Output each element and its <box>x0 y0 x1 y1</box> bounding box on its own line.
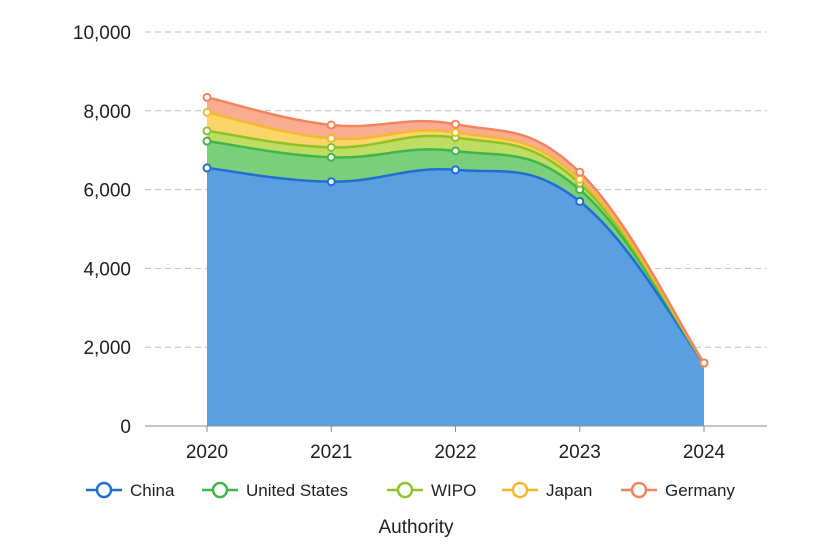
legend-label: Germany <box>665 481 735 500</box>
y-tick-label: 2,000 <box>83 338 131 359</box>
legend-label: Japan <box>546 481 592 500</box>
data-point[interactable] <box>576 169 583 176</box>
legend-marker-icon <box>213 483 227 497</box>
data-point[interactable] <box>452 147 459 154</box>
data-point[interactable] <box>328 154 335 161</box>
y-tick-label: 0 <box>120 417 131 438</box>
data-point[interactable] <box>701 359 708 366</box>
data-point[interactable] <box>204 94 211 101</box>
data-point[interactable] <box>204 164 211 171</box>
legend-item-germany[interactable]: Germany <box>621 481 735 500</box>
x-tick-label: 2021 <box>310 442 352 463</box>
x-tick-label: 2024 <box>683 442 726 463</box>
data-point[interactable] <box>204 138 211 145</box>
legend-label: United States <box>246 481 348 500</box>
legend-item-united-states[interactable]: United States <box>202 481 348 500</box>
data-point[interactable] <box>204 127 211 134</box>
legend-label: China <box>130 481 175 500</box>
legend[interactable]: China United States WIPO Japan Germany <box>86 481 735 500</box>
data-point[interactable] <box>328 121 335 128</box>
area-chart: 0 2,000 4,000 6,000 8,000 10,000 2020 2021 2022 2… <box>0 0 832 558</box>
legend-item-japan[interactable]: Japan <box>502 481 592 500</box>
area-china <box>207 168 704 426</box>
data-point[interactable] <box>452 166 459 173</box>
data-point[interactable] <box>204 109 211 116</box>
legend-marker-icon <box>513 483 527 497</box>
x-tick-label: 2020 <box>186 442 228 463</box>
legend-marker-icon <box>398 483 412 497</box>
x-tick-label: 2023 <box>559 442 601 463</box>
x-tick-label: 2022 <box>434 442 476 463</box>
legend-item-wipo[interactable]: WIPO <box>387 481 476 500</box>
chart: 0 2,000 4,000 6,000 8,000 10,000 2020 2021 2022 2… <box>0 0 832 558</box>
legend-marker-icon <box>632 483 646 497</box>
data-point[interactable] <box>452 129 459 136</box>
y-tick-label: 4,000 <box>83 259 131 280</box>
legend-marker-icon <box>97 483 111 497</box>
data-point[interactable] <box>576 198 583 205</box>
y-tick-label: 8,000 <box>83 102 131 123</box>
data-point[interactable] <box>452 121 459 128</box>
legend-title: Authority <box>379 517 454 538</box>
legend-label: WIPO <box>431 481 476 500</box>
data-point[interactable] <box>576 176 583 183</box>
y-tick-label: 6,000 <box>83 181 131 202</box>
legend-item-china[interactable]: China <box>86 481 175 500</box>
data-point[interactable] <box>328 135 335 142</box>
y-tick-label: 10,000 <box>73 23 131 44</box>
data-point[interactable] <box>328 144 335 151</box>
data-point[interactable] <box>328 178 335 185</box>
